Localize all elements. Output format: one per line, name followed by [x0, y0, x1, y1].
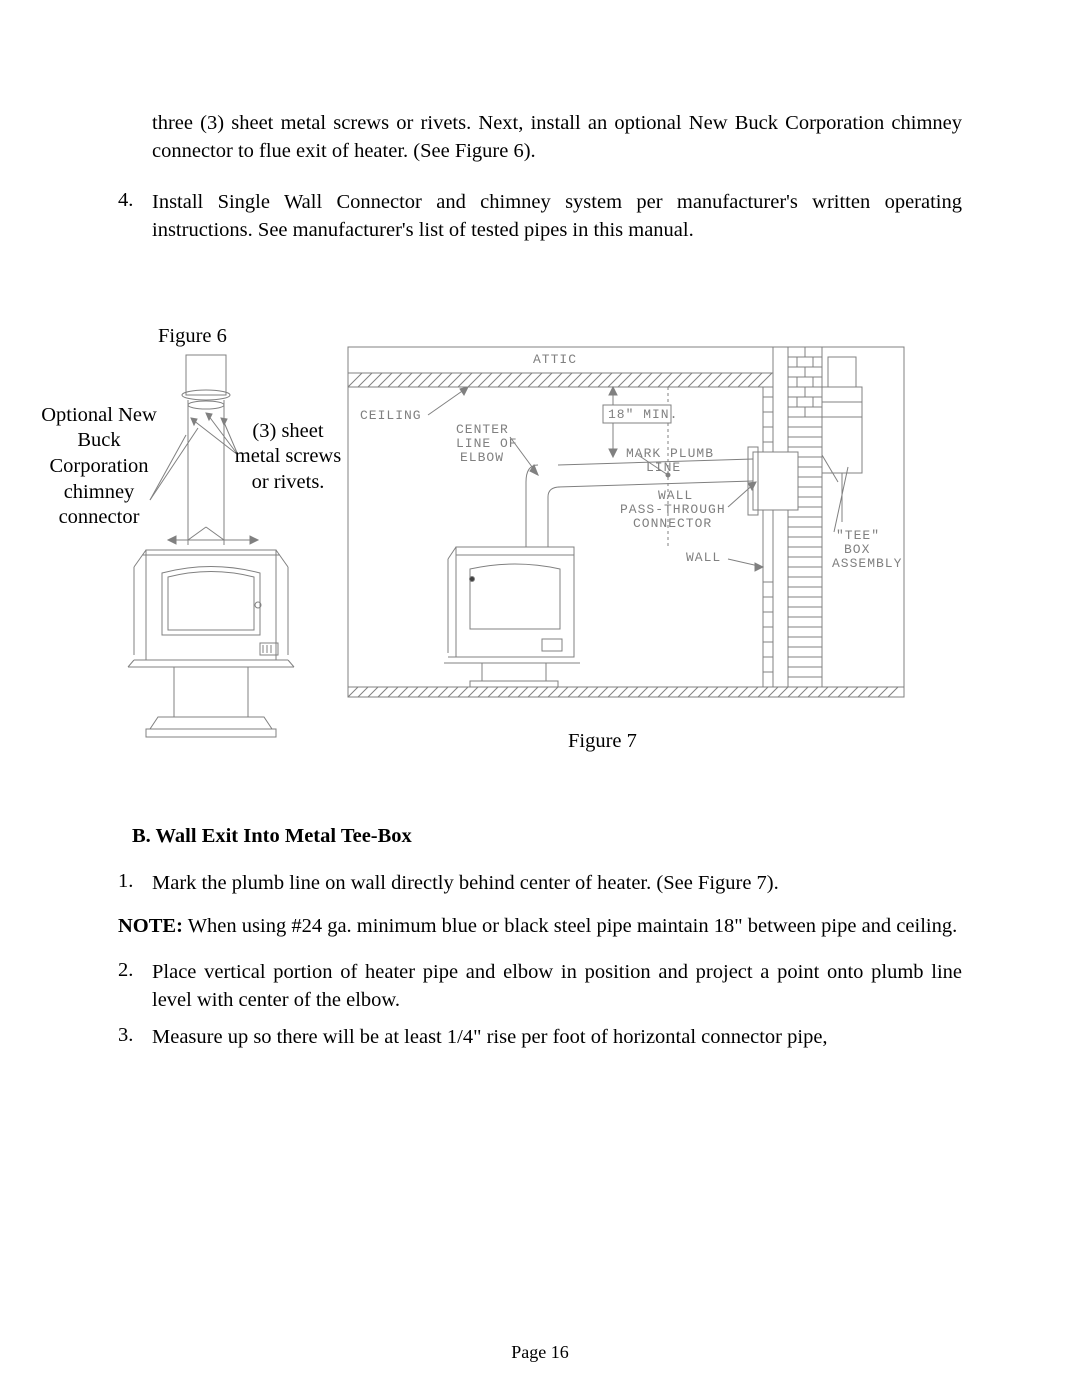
fig7-lbl-wallpt: WALL [658, 488, 693, 503]
fig7-lbl-line: LINE [646, 460, 681, 475]
figures-row: Figure 6 Optional New Buck Corporation c… [28, 335, 1048, 755]
list-body-b3: Measure up so there will be at least 1/4… [152, 1024, 962, 1052]
fig7-lbl-18min: 18" MIN. [608, 407, 678, 422]
figure-7-caption: Figure 7 [568, 730, 637, 753]
figure-6-left-label: Optional New Buck Corporation chimney co… [34, 403, 164, 531]
fig7-lbl-assembly: ASSEMBLY [832, 556, 902, 571]
list-num-b1: 1. [118, 870, 152, 898]
figure-6: Optional New Buck Corporation chimney co… [28, 355, 368, 755]
figure-6-right-label: (3) sheet metal screws or rivets. [228, 419, 348, 496]
fig7-lbl-box: BOX [844, 542, 870, 557]
fig7-lbl-mark: MARK PLUMB [626, 446, 714, 461]
list-num-4: 4. [118, 189, 152, 244]
fig7-lbl-ceiling: CEILING [360, 408, 422, 423]
fig7-lbl-wall2: WALL [686, 550, 721, 565]
list-item-4: 4. Install Single Wall Connector and chi… [118, 189, 962, 244]
list-item-b2: 2. Place vertical portion of heater pipe… [118, 959, 962, 1014]
section-b-heading: B. Wall Exit Into Metal Tee-Box [132, 825, 962, 848]
fig7-lbl-attic: ATTIC [533, 352, 577, 367]
fig7-lbl-passthrough: PASS-THROUGH [620, 502, 726, 517]
list-num-b2: 2. [118, 959, 152, 1014]
list-body-4: Install Single Wall Connector and chimne… [152, 189, 962, 244]
fig7-lbl-lineof: LINE OF [456, 436, 518, 451]
para-3-continuation: three (3) sheet metal screws or rivets. … [152, 110, 962, 165]
note-label: NOTE: [118, 915, 183, 937]
list-body-b1: Mark the plumb line on wall directly beh… [152, 870, 962, 898]
fig7-lbl-center: CENTER [456, 422, 509, 437]
list-body-b2: Place vertical portion of heater pipe an… [152, 959, 962, 1014]
page-number: Page 16 [0, 1342, 1080, 1363]
note-body: When using #24 ga. minimum blue or black… [183, 915, 957, 937]
figure-7: ATTIC CEILING 18" MIN. CENTER LINE OF EL… [348, 347, 904, 707]
list-num-b3: 3. [118, 1024, 152, 1052]
fig7-lbl-tee: "TEE" [836, 528, 880, 543]
fig7-lbl-connector: CONNECTOR [633, 516, 712, 531]
fig7-lbl-elbow: ELBOW [460, 450, 504, 465]
note-block: NOTE: When using #24 ga. minimum blue or… [118, 913, 962, 941]
list-item-b3: 3. Measure up so there will be at least … [118, 1024, 962, 1052]
list-item-b1: 1. Mark the plumb line on wall directly … [118, 870, 962, 898]
figure-7-svg: ATTIC CEILING 18" MIN. CENTER LINE OF EL… [348, 347, 904, 697]
figure-6-caption: Figure 6 [158, 325, 227, 348]
